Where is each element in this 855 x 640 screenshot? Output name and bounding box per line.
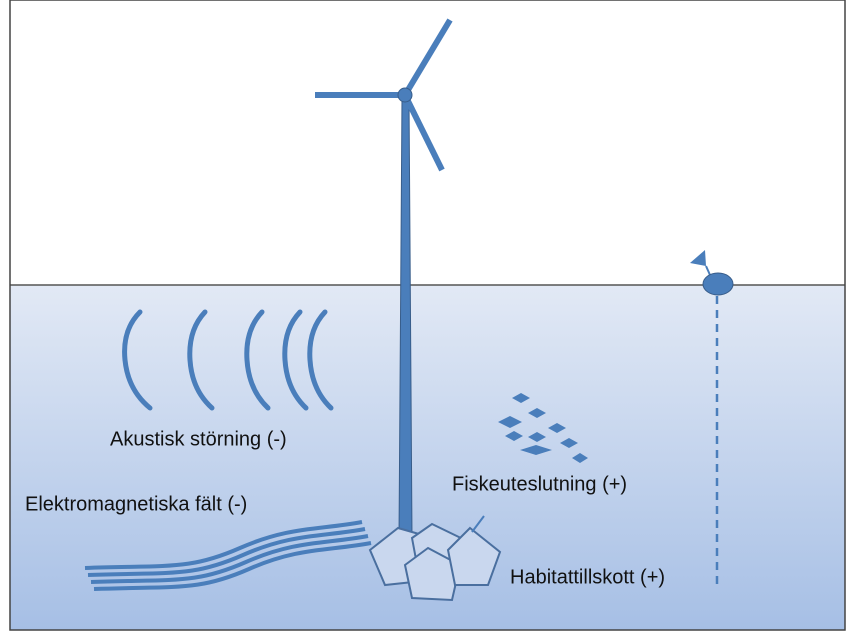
cable xyxy=(90,534,369,584)
wave xyxy=(187,309,215,411)
blade xyxy=(402,18,453,97)
fish xyxy=(505,431,523,441)
fish xyxy=(528,408,546,418)
fish xyxy=(498,416,522,428)
acoustic-label: Akustisk störning (-) xyxy=(110,428,287,450)
fish xyxy=(520,445,552,455)
stick xyxy=(471,515,485,533)
wave xyxy=(307,309,334,411)
electromagnetic-label: Elektromagnetiska fält (-) xyxy=(25,493,247,515)
fish-school xyxy=(498,393,588,463)
cables xyxy=(84,520,372,591)
frame xyxy=(9,0,846,631)
fish xyxy=(560,438,578,448)
flag xyxy=(690,250,706,266)
turbine xyxy=(315,18,453,539)
buoy xyxy=(690,250,734,588)
cable xyxy=(84,520,363,570)
fish xyxy=(548,423,566,433)
reef-stones xyxy=(368,515,502,602)
buoy-body xyxy=(702,272,734,296)
fish xyxy=(512,393,530,403)
fish xyxy=(528,432,546,442)
habitat-label: Habitattillskott (+) xyxy=(510,566,665,588)
stone xyxy=(446,526,502,586)
flag-pole xyxy=(705,265,711,276)
cable xyxy=(87,527,366,577)
wave xyxy=(244,309,271,411)
wave xyxy=(282,309,309,411)
wave xyxy=(122,309,153,411)
cable xyxy=(93,541,372,591)
acoustic-waves xyxy=(122,309,334,411)
hub xyxy=(397,87,413,103)
fish xyxy=(572,453,588,463)
blade xyxy=(402,93,445,172)
fish-label: Fiskeuteslutning (+) xyxy=(452,473,627,495)
